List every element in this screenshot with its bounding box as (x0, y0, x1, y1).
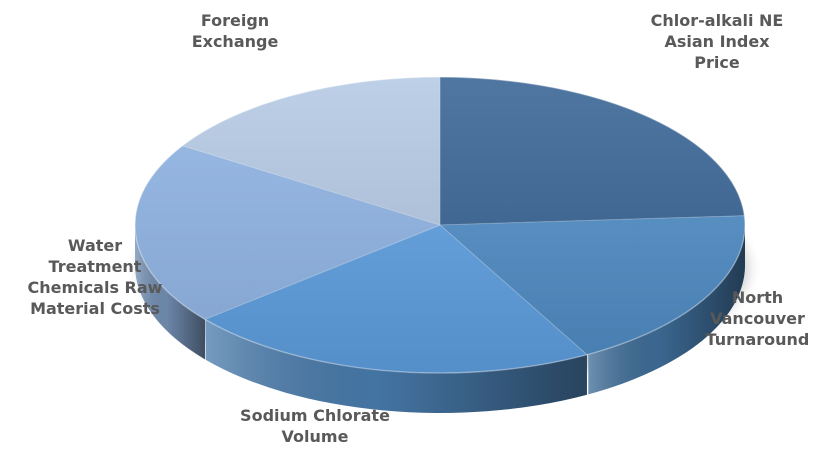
pie-slice-shade-chlor-alkali-ne-asian-index-price (440, 77, 745, 225)
slice-label-chlor-alkali: Chlor-alkali NE Asian Index Price (650, 11, 784, 72)
pie-top-rim (134, 76, 746, 374)
slice-label-north-vancouver: North Vancouver Turnaround (705, 288, 810, 349)
pie-side-shade-water-treatment-chemicals-raw-material-costs (135, 225, 205, 360)
slice-label-water-treatment: Water Treatment Chemicals Raw Material C… (27, 236, 163, 318)
pie-side-shade-sodium-chlorate-volume (205, 319, 587, 413)
pie-slice-shade-foreign-exchange (182, 77, 440, 225)
pie-slice-shade-water-treatment-chemicals-raw-material-costs (134, 145, 440, 320)
pie-slice-shade-sodium-chlorate-volume (204, 225, 587, 374)
slice-label-foreign-exchange: Foreign Exchange (191, 11, 279, 51)
pie-slice-shade-north-vancouver-turnaround (440, 215, 745, 355)
slice-label-sodium-chlorate: Sodium Chlorate Volume (240, 406, 390, 446)
pie-side-shade-north-vancouver-turnaround (588, 226, 745, 395)
